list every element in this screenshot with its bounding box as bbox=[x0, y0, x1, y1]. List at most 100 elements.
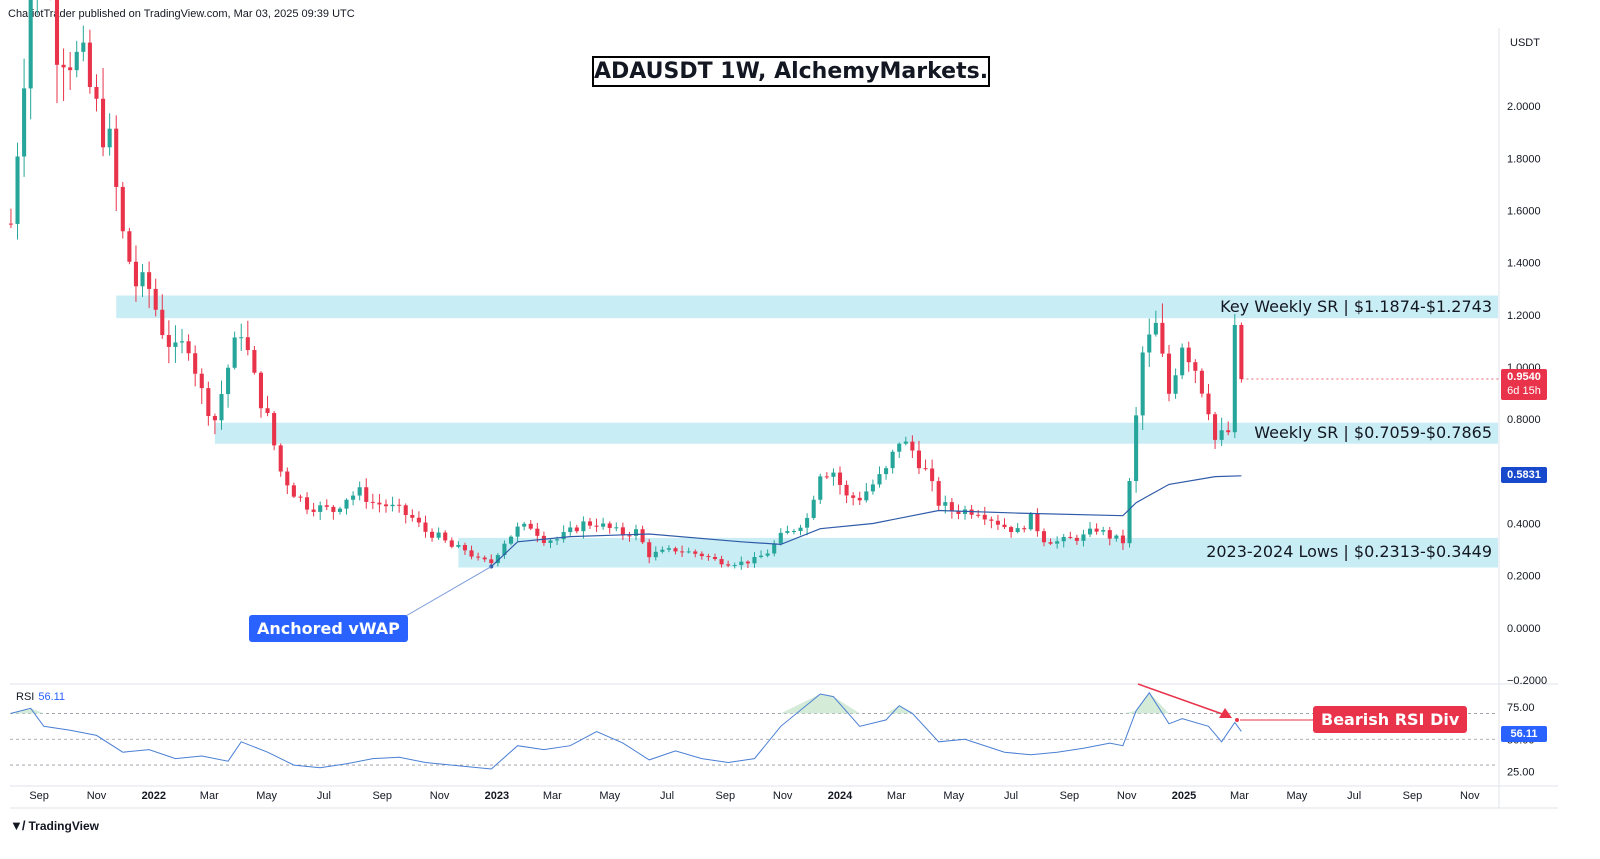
candle-body bbox=[673, 548, 678, 552]
candle-body bbox=[1140, 352, 1145, 416]
candle-body bbox=[1068, 536, 1073, 538]
price-tick-label: 1.6000 bbox=[1507, 206, 1541, 218]
candle-body bbox=[489, 559, 494, 564]
candle-body bbox=[884, 468, 889, 475]
candle-body bbox=[22, 88, 27, 157]
candle-body bbox=[173, 342, 178, 347]
candle-body bbox=[120, 186, 125, 232]
candle-body bbox=[1199, 370, 1204, 394]
candle-body bbox=[318, 505, 323, 512]
rsi-overbought-fill bbox=[886, 705, 913, 714]
candle-body bbox=[627, 535, 632, 537]
price-tick-label: 1.4000 bbox=[1507, 258, 1541, 270]
price-tick-label: 0.4000 bbox=[1507, 519, 1541, 531]
time-tick-label: Sep bbox=[372, 790, 392, 802]
price-tick-label: 0.0000 bbox=[1507, 623, 1541, 635]
candle-body bbox=[54, 0, 60, 65]
candle-body bbox=[897, 443, 902, 452]
candle-body bbox=[660, 549, 665, 552]
time-tick-label: May bbox=[256, 790, 277, 802]
candle-body bbox=[831, 472, 836, 477]
rsi-current-value: 56.11 bbox=[38, 691, 66, 703]
candle-body bbox=[1127, 481, 1132, 544]
candle-body bbox=[449, 540, 454, 547]
anchored-vwap-line bbox=[490, 475, 1242, 568]
candle-body bbox=[456, 545, 461, 547]
candle-body bbox=[877, 474, 882, 485]
candle-body bbox=[1147, 334, 1152, 353]
candle-body bbox=[949, 502, 954, 512]
candle-body bbox=[140, 272, 145, 287]
annotation-layer bbox=[391, 378, 1499, 722]
candle-body bbox=[903, 441, 908, 444]
candle-body bbox=[166, 335, 171, 347]
candle-body bbox=[160, 309, 165, 336]
publisher-line: ChariotTrader published on TradingView.c… bbox=[8, 8, 355, 20]
candle-body bbox=[331, 506, 336, 512]
candle-body bbox=[574, 527, 579, 532]
candle-body bbox=[778, 532, 783, 544]
time-tick-label: Jul bbox=[1347, 790, 1361, 802]
price-tick-label: 1.8000 bbox=[1507, 153, 1541, 165]
candle-body bbox=[719, 559, 724, 565]
candle-body bbox=[1226, 430, 1231, 433]
zone-key-weekly-sr bbox=[116, 295, 1498, 319]
zone-lows-2023-2024 bbox=[458, 537, 1498, 568]
candle-body bbox=[1002, 524, 1007, 528]
candle-body bbox=[1028, 513, 1033, 530]
candle-body bbox=[1134, 415, 1139, 482]
rsi-value-tag: 56.11 bbox=[1501, 726, 1547, 742]
zone-layer bbox=[116, 295, 1499, 568]
candle-body bbox=[1232, 324, 1237, 433]
candle-body bbox=[482, 557, 487, 560]
candle-body bbox=[1074, 537, 1079, 541]
chart-title: ADAUSDT 1W, AlchemyMarkets.com bbox=[592, 56, 990, 87]
candle-body bbox=[548, 540, 553, 543]
tradingview-footer[interactable]: ▼/ TradingView bbox=[10, 818, 99, 833]
candle-body bbox=[232, 337, 237, 368]
rsi-title: RSI 56.11 bbox=[16, 691, 65, 703]
candle-body bbox=[1186, 347, 1191, 363]
candle-body bbox=[936, 481, 941, 506]
candle-body bbox=[291, 485, 296, 497]
candle-body bbox=[1173, 375, 1178, 394]
candle-body bbox=[680, 551, 685, 553]
divergence-arrow bbox=[1137, 683, 1229, 717]
candle-body bbox=[798, 527, 803, 532]
candle-body bbox=[370, 501, 375, 503]
candle-body bbox=[1035, 513, 1040, 532]
rsi-overbought-fill bbox=[10, 708, 44, 714]
candle-body bbox=[508, 536, 514, 544]
candle-body bbox=[476, 556, 481, 558]
candle-body bbox=[587, 521, 593, 526]
candle-body bbox=[212, 415, 217, 421]
last-price-tag: 0.9540 6d 15h bbox=[1501, 369, 1547, 400]
candle-body bbox=[74, 51, 79, 71]
candle-body bbox=[785, 531, 790, 533]
candle-body bbox=[324, 505, 329, 507]
candle-body bbox=[94, 87, 99, 99]
candle-body bbox=[640, 529, 645, 543]
time-tick-label: Nov bbox=[87, 790, 107, 802]
price-tick-label: 0.8000 bbox=[1507, 414, 1541, 426]
time-tick-label: Nov bbox=[430, 790, 450, 802]
candle-body bbox=[956, 511, 961, 514]
time-tick-label: 2022 bbox=[142, 790, 166, 802]
candle-body bbox=[390, 504, 395, 507]
candle-body bbox=[272, 412, 277, 446]
candle-body bbox=[344, 499, 349, 509]
candle-body bbox=[1061, 536, 1066, 542]
candle-body bbox=[127, 231, 132, 262]
time-tick-label: Jul bbox=[317, 790, 331, 802]
candle-body bbox=[1166, 353, 1172, 394]
candle-body bbox=[739, 561, 744, 566]
candle-body bbox=[805, 517, 810, 528]
candle-body bbox=[916, 450, 922, 469]
candle-body bbox=[81, 42, 86, 52]
candle-body bbox=[745, 561, 750, 564]
anchored-vwap-label: Anchored vWAP bbox=[249, 615, 408, 642]
candle-body bbox=[943, 502, 948, 506]
zone-label-weekly-sr: Weekly SR | $0.7059-$0.7865 bbox=[1254, 423, 1492, 442]
time-tick-label: Nov bbox=[1460, 790, 1480, 802]
